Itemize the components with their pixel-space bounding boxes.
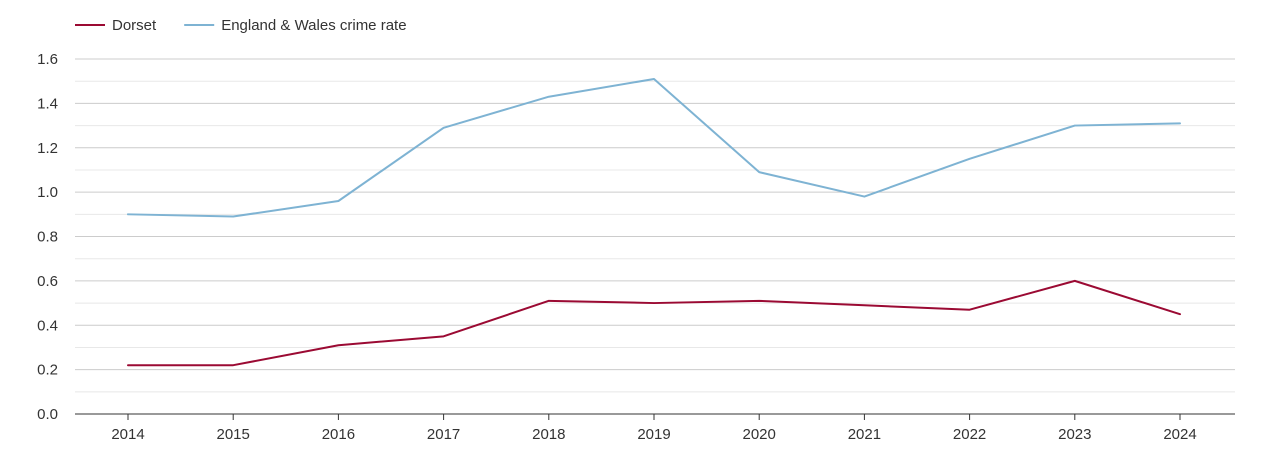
x-tick-label: 2023 (1058, 426, 1091, 443)
y-tick-label: 1.0 (37, 184, 58, 201)
y-axis-tick-labels: 0.0 0.2 0.4 0.6 0.8 1.0 1.2 1.4 1.6 (37, 51, 58, 423)
y-tick-label: 0.4 (37, 317, 58, 334)
series-line (127, 279, 1181, 367)
x-tick-label: 2014 (111, 426, 144, 443)
y-tick-label: 1.6 (37, 51, 58, 68)
x-tick-label: 2020 (743, 426, 776, 443)
legend-label: England & Wales crime rate (221, 17, 406, 34)
y-tick-label: 0.2 (37, 362, 58, 379)
y-tick-label: 0.0 (37, 406, 58, 423)
y-tick-label: 1.4 (37, 95, 58, 112)
x-tick-label: 2021 (848, 426, 881, 443)
x-tick-label: 2019 (637, 426, 670, 443)
x-tick-label: 2024 (1163, 426, 1196, 443)
legend-label: Dorset (112, 17, 157, 34)
x-axis: 2014 2015 2016 2017 2018 2019 2020 2021 2022 2023… (75, 413, 1235, 443)
x-tick-label: 2015 (217, 426, 250, 443)
y-tick-label: 0.6 (37, 273, 58, 290)
y-tick-label: 1.2 (37, 140, 58, 157)
x-tick-label: 2016 (322, 426, 355, 443)
x-tick-label: 2017 (427, 426, 460, 443)
y-tick-label: 0.8 (37, 229, 58, 246)
legend-item[interactable]: Dorset (75, 17, 157, 34)
legend-item[interactable]: England & Wales crime rate (184, 17, 407, 34)
x-tick-label: 2022 (953, 426, 986, 443)
series-line (127, 77, 1181, 218)
chart-legend: Dorset England & Wales crime rate (75, 17, 407, 34)
chart-grid (75, 58, 1235, 393)
x-tick-label: 2018 (532, 426, 565, 443)
chart-series (127, 77, 1181, 367)
